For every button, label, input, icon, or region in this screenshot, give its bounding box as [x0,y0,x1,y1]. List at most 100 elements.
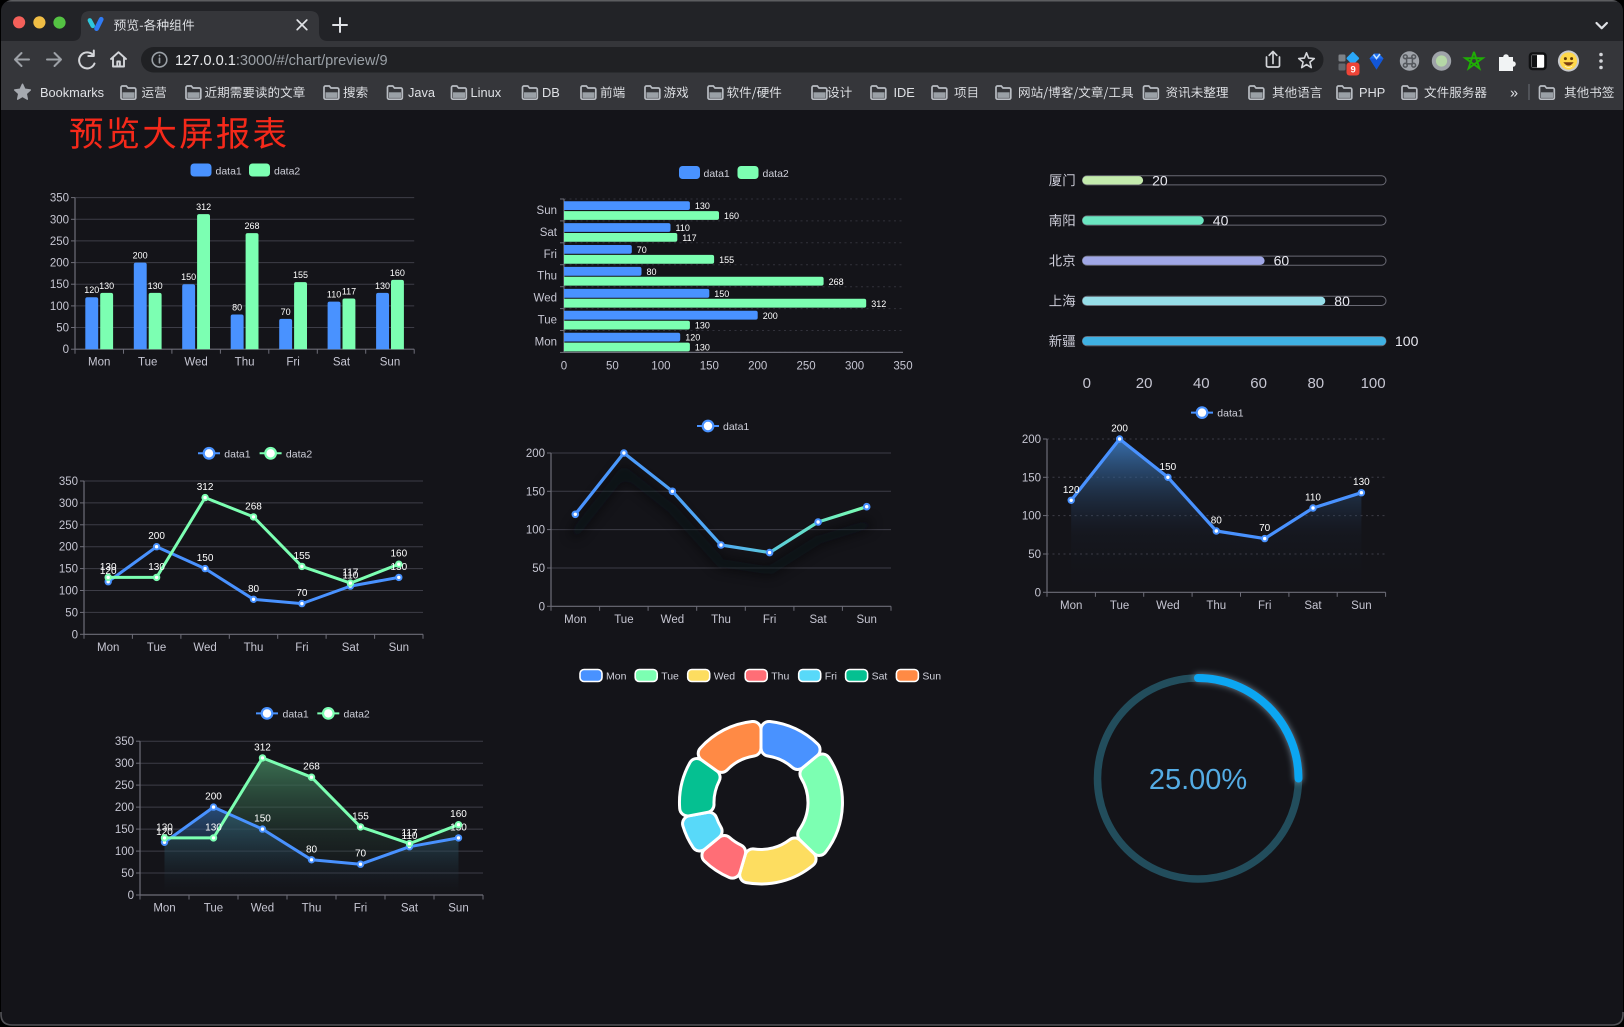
svg-text:130: 130 [1353,477,1370,488]
svg-text:100: 100 [526,525,545,537]
svg-text:120: 120 [84,285,99,295]
svg-text:Tue: Tue [147,642,166,654]
svg-text:312: 312 [871,299,886,309]
svg-text:100: 100 [651,360,670,372]
svg-text:Wed: Wed [534,293,557,305]
svg-text:155: 155 [352,811,369,822]
svg-text:155: 155 [294,551,311,562]
svg-text:150: 150 [50,279,69,291]
svg-text:DB: DB [542,85,560,100]
svg-text:100: 100 [1361,375,1386,392]
svg-text:50: 50 [532,563,545,575]
svg-text:Mon: Mon [1060,600,1082,612]
svg-text:Sat: Sat [1304,600,1322,612]
svg-text:0: 0 [561,360,567,372]
svg-text:130: 130 [100,562,117,573]
svg-text:100: 100 [1022,511,1041,523]
svg-text:350: 350 [50,193,69,205]
svg-text:Tue: Tue [661,671,679,683]
svg-text:Wed: Wed [251,903,274,915]
svg-text:312: 312 [196,202,211,212]
svg-text:Java: Java [408,85,436,100]
svg-text:100: 100 [50,301,69,313]
svg-text:»: » [1510,86,1518,102]
svg-text:Tue: Tue [1110,600,1129,612]
svg-text:Fri: Fri [1258,600,1271,612]
svg-text:Fri: Fri [825,671,837,683]
svg-text:40: 40 [1193,375,1210,392]
svg-text:Thu: Thu [771,671,789,683]
svg-text:200: 200 [1022,434,1041,446]
svg-text:150: 150 [181,272,196,282]
svg-text:20: 20 [1152,172,1168,188]
svg-text:Fri: Fri [295,642,308,654]
svg-text:Sat: Sat [342,642,360,654]
svg-text:130: 130 [148,562,165,573]
svg-text:130: 130 [205,822,222,833]
svg-text:40: 40 [1213,213,1229,229]
svg-text:data1: data1 [283,708,309,720]
svg-text:150: 150 [59,564,78,576]
svg-text:130: 130 [156,822,173,833]
svg-text:110: 110 [342,571,358,582]
svg-text:Sat: Sat [540,227,558,239]
svg-text:150: 150 [1022,472,1041,484]
svg-text:120: 120 [156,827,173,838]
svg-text:110: 110 [327,290,341,300]
svg-text:data1: data1 [224,448,250,460]
svg-text:Mon: Mon [535,336,557,348]
svg-text:Fri: Fri [286,357,299,369]
svg-text:Tue: Tue [138,357,157,369]
svg-text:150: 150 [700,360,719,372]
svg-text:Tue: Tue [204,903,223,915]
svg-text:150: 150 [254,814,271,825]
svg-text:130: 130 [695,201,710,211]
svg-text:268: 268 [244,221,259,231]
svg-text:80: 80 [1334,293,1350,309]
svg-text:312: 312 [197,482,214,493]
svg-text:110: 110 [676,223,690,233]
svg-text:Sun: Sun [448,903,468,915]
svg-text:200: 200 [748,360,767,372]
svg-text:350: 350 [59,476,78,488]
svg-text:127.0.0.1:3000/#/chart/preview: 127.0.0.1:3000/#/chart/preview/9 [175,53,388,69]
svg-text:200: 200 [133,251,148,261]
svg-text:200: 200 [763,311,778,321]
svg-text:300: 300 [115,758,134,770]
svg-text:20: 20 [1136,375,1153,392]
svg-text:160: 160 [390,549,407,560]
svg-text:Wed: Wed [193,642,216,654]
svg-text:Mon: Mon [88,357,110,369]
svg-text:Sun: Sun [856,614,876,626]
svg-text:Sat: Sat [872,671,888,683]
svg-text:130: 130 [99,281,114,291]
svg-text:Wed: Wed [184,357,207,369]
svg-text:data1: data1 [1217,408,1243,420]
svg-text:50: 50 [606,360,619,372]
svg-text:200: 200 [205,792,222,803]
svg-text:117: 117 [342,568,358,579]
svg-text:80: 80 [1211,516,1223,527]
svg-text:150: 150 [526,486,545,498]
svg-text:200: 200 [59,542,78,554]
svg-text:155: 155 [293,270,308,280]
svg-text:IDE: IDE [894,85,915,100]
svg-text:160: 160 [724,211,739,221]
svg-text:Sun: Sun [380,357,400,369]
svg-text:130: 130 [695,343,710,353]
svg-text:Wed: Wed [1156,600,1179,612]
svg-text:120: 120 [100,566,117,577]
svg-text:150: 150 [1160,462,1177,473]
svg-text:70: 70 [1259,523,1271,534]
svg-text:0: 0 [63,344,69,356]
svg-text:110: 110 [1305,493,1321,504]
svg-text:PHP: PHP [1359,85,1385,100]
svg-text:350: 350 [115,736,134,748]
svg-text:50: 50 [1028,549,1041,561]
svg-text:data1: data1 [216,166,242,178]
svg-text:Fri: Fri [763,614,776,626]
svg-text:Mon: Mon [606,671,627,683]
svg-text:200: 200 [148,531,165,542]
svg-text:Mon: Mon [153,903,175,915]
svg-text:9: 9 [1351,65,1356,76]
